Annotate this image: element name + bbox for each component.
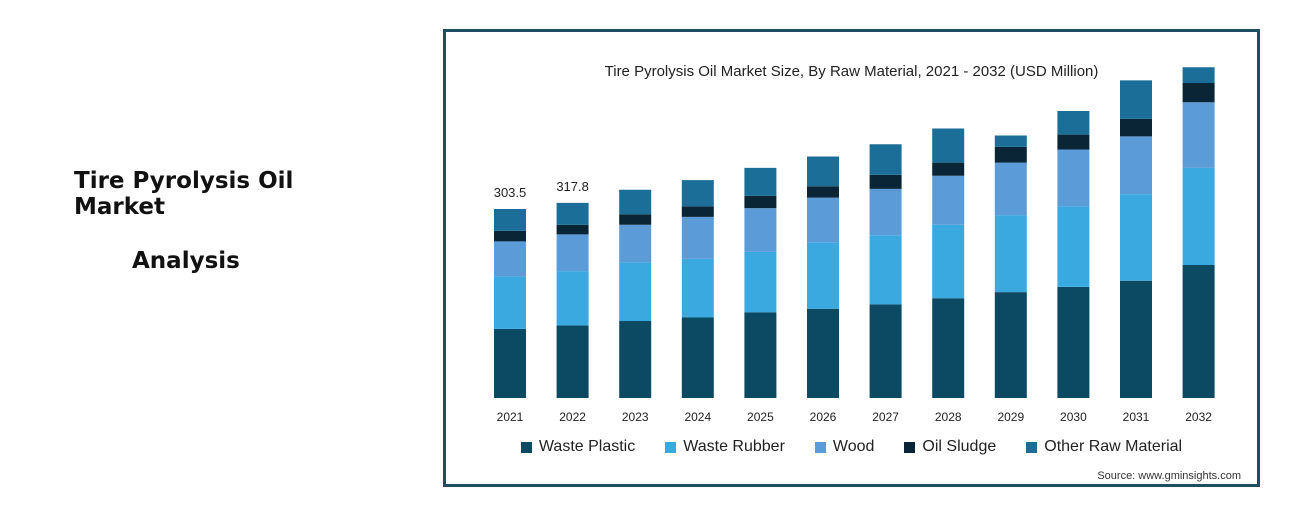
- x-tick-label: 2028: [935, 410, 962, 424]
- x-tick-label: 2029: [997, 410, 1024, 424]
- legend-swatch: [904, 441, 916, 453]
- legend-label: Other Raw Material: [1044, 438, 1183, 455]
- bar-segment-2022-oil-sludge: [556, 224, 589, 235]
- bar-segment-2032-other-raw-material: [1182, 67, 1215, 83]
- legend-item: Other Raw Material: [1026, 438, 1182, 456]
- bar-segment-2032-waste-rubber: [1182, 167, 1215, 265]
- legend-swatch: [520, 441, 532, 453]
- legend-label: Oil Sludge: [922, 438, 997, 455]
- bar-segment-2031-oil-sludge: [1120, 118, 1152, 137]
- legend-item: Waste Rubber: [665, 438, 785, 456]
- bar-segment-2030-other-raw-material: [1057, 111, 1090, 135]
- bar-segment-2032-waste-plastic: [1182, 265, 1215, 398]
- legend-item: Waste Plastic: [520, 438, 636, 456]
- bar-segment-2026-other-raw-material: [807, 156, 839, 187]
- x-tick-label: 2023: [622, 410, 649, 424]
- bar-segment-2025-waste-plastic: [744, 312, 777, 398]
- bar-segment-2022-waste-rubber: [556, 271, 589, 326]
- bar-segment-2022-waste-plastic: [556, 325, 589, 398]
- bar-segment-2028-oil-sludge: [932, 162, 965, 176]
- x-tick-label: 2022: [559, 410, 586, 424]
- bar-segment-2029-wood: [994, 162, 1027, 216]
- bar-segment-2031-waste-rubber: [1120, 194, 1152, 281]
- bar-segment-2024-waste-rubber: [681, 258, 714, 318]
- bar-segment-2023-waste-plastic: [619, 321, 652, 398]
- bar-segment-2027-waste-rubber: [869, 235, 902, 305]
- bar-segment-2031-waste-plastic: [1120, 280, 1152, 398]
- page-title: Tire Pyrolysis Oil Market Analysis: [60, 168, 390, 274]
- x-tick-label: 2024: [684, 410, 711, 424]
- bar-segment-2032-wood: [1182, 102, 1215, 168]
- x-tick-label: 2025: [747, 410, 774, 424]
- x-tick-label: 2031: [1123, 410, 1150, 424]
- bar-segment-2021-waste-plastic: [494, 328, 526, 398]
- x-tick-label: 2030: [1060, 410, 1087, 424]
- chart-source: Source: www.gminsights.com: [1097, 470, 1241, 482]
- bar-segment-2023-oil-sludge: [619, 214, 652, 225]
- bar-segment-2021-oil-sludge: [494, 230, 526, 242]
- bar-segment-2028-waste-rubber: [932, 224, 965, 299]
- bar-segment-2030-waste-plastic: [1057, 286, 1090, 398]
- data-label: 303.5: [494, 185, 527, 200]
- bar-segment-2027-oil-sludge: [869, 174, 902, 189]
- bar-segment-2028-wood: [932, 175, 965, 225]
- bar-segment-2027-other-raw-material: [869, 144, 902, 175]
- bar-segment-2021-waste-rubber: [494, 276, 526, 329]
- x-tick-label: 2027: [872, 410, 899, 424]
- bar-segment-2023-wood: [619, 224, 652, 263]
- stacked-bar-chart: 2021 303.5 2022 317.8 2023 2024 2025 2026 2027 20…: [494, 67, 1215, 424]
- chart-panel: Tire Pyrolysis Oil Market Size, By Raw M…: [443, 29, 1260, 487]
- page-title-line1: Tire Pyrolysis Oil Market: [74, 168, 294, 220]
- bar-segment-2025-waste-rubber: [744, 251, 777, 313]
- bar-segment-2026-waste-plastic: [807, 308, 839, 398]
- bar-segment-2026-waste-rubber: [807, 242, 839, 309]
- legend-label: Waste Plastic: [538, 438, 636, 455]
- bar-segment-2027-wood: [869, 188, 902, 236]
- bar-segment-2023-other-raw-material: [619, 189, 652, 215]
- legend-swatch: [1026, 441, 1038, 453]
- chart-title: Tire Pyrolysis Oil Market Size, By Raw M…: [604, 63, 1099, 80]
- bar-segment-2021-wood: [494, 241, 526, 277]
- legend-label: Waste Rubber: [683, 438, 785, 455]
- legend-swatch: [814, 441, 826, 453]
- bar-segment-2030-oil-sludge: [1057, 134, 1090, 150]
- bar-segment-2022-wood: [556, 234, 589, 272]
- bar-segment-2032-oil-sludge: [1182, 83, 1215, 103]
- bar-segment-2030-wood: [1057, 149, 1090, 207]
- legend-item: Wood: [814, 438, 875, 456]
- bar-segment-2028-waste-plastic: [932, 298, 965, 398]
- bar-segment-2026-wood: [807, 197, 839, 243]
- bar-segment-2023-waste-rubber: [619, 262, 652, 321]
- bar-segment-2025-other-raw-material: [744, 167, 777, 196]
- bar-segment-2025-oil-sludge: [744, 195, 777, 209]
- bar-segment-2024-oil-sludge: [681, 206, 714, 217]
- bar-segment-2027-waste-plastic: [869, 304, 902, 398]
- bar-segment-2021-other-raw-material: [494, 209, 526, 231]
- bar-segment-2022-other-raw-material: [556, 202, 589, 225]
- legend-item: Oil Sludge: [904, 438, 996, 456]
- bar-segment-2029-other-raw-material: [994, 135, 1027, 147]
- legend-label: Wood: [832, 438, 875, 455]
- x-tick-label: 2026: [810, 410, 837, 424]
- bar-segment-2031-other-raw-material: [1120, 80, 1152, 119]
- legend-swatch: [665, 441, 677, 453]
- data-label: 317.8: [556, 179, 589, 194]
- bar-segment-2024-wood: [681, 216, 714, 259]
- bar-segment-2028-other-raw-material: [932, 128, 965, 163]
- bar-segment-2030-waste-rubber: [1057, 206, 1090, 287]
- bar-segment-2029-oil-sludge: [994, 146, 1027, 163]
- bar-segment-2024-waste-plastic: [681, 317, 714, 398]
- bar-segment-2029-waste-rubber: [994, 215, 1027, 293]
- bar-segment-2024-other-raw-material: [681, 180, 714, 207]
- page-title-line2: Analysis: [132, 248, 240, 274]
- bar-segment-2025-wood: [744, 208, 777, 252]
- x-tick-label: 2032: [1185, 410, 1212, 424]
- x-tick-label: 2021: [497, 410, 524, 424]
- bar-segment-2026-oil-sludge: [807, 186, 839, 198]
- bar-segment-2029-waste-plastic: [994, 292, 1027, 398]
- chart-legend: Waste Plastic Waste Rubber Wood Oil Sludge O…: [446, 438, 1257, 456]
- bar-segment-2031-wood: [1120, 136, 1152, 195]
